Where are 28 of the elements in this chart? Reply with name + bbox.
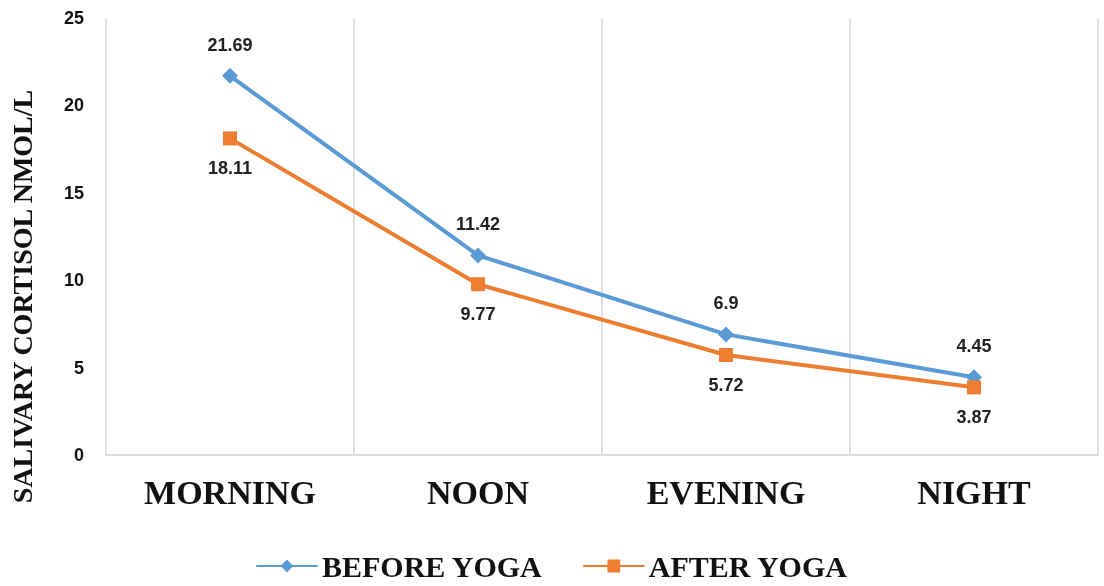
data-label: 4.45 [956, 336, 992, 357]
y-tick-label: 10 [63, 270, 84, 291]
data-label: 5.72 [708, 375, 744, 396]
point [222, 67, 238, 84]
data-label: 3.87 [956, 407, 992, 428]
point [718, 326, 734, 343]
y-tick-label: 15 [63, 182, 84, 203]
data-label: 21.69 [207, 34, 253, 55]
data-label: 18.11 [207, 158, 253, 179]
y-tick-label: 0 [73, 445, 84, 465]
data-label: 11.42 [455, 214, 501, 235]
x-tick-label: MORNING [144, 473, 316, 511]
data-label: 9.77 [460, 304, 496, 325]
x-tick-label: NOON [427, 473, 530, 511]
point [471, 277, 485, 292]
x-tick-label: NIGHT [917, 473, 1031, 511]
data-label: 6.9 [713, 293, 739, 314]
y-axis-title: SALIVARY CORTISOL NMOL/L [6, 89, 38, 504]
point [223, 131, 237, 146]
point [719, 348, 733, 363]
x-tick-label: EVENING [646, 473, 806, 511]
y-tick-label: 25 [63, 8, 84, 28]
legend-label: BEFORE YOGA [321, 549, 543, 583]
point [967, 380, 981, 395]
y-tick-label: 20 [63, 95, 84, 116]
y-tick-label: 5 [73, 357, 84, 378]
legend-label: AFTER YOGA [648, 549, 848, 583]
point [470, 247, 486, 264]
